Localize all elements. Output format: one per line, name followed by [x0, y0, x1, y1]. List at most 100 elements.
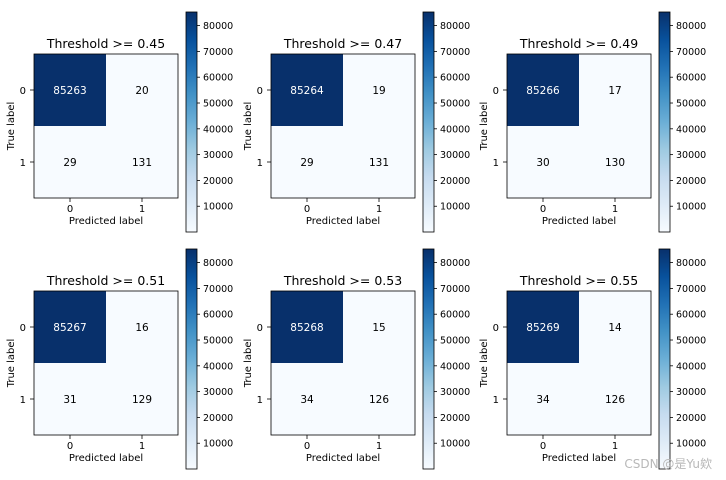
chart-title: Threshold >= 0.55 [519, 273, 638, 288]
cell-value-label: 129 [132, 394, 152, 406]
colorbar-tick-label: 30000 [676, 387, 706, 398]
cell-value-label: 31 [63, 394, 76, 406]
plot-frame [33, 290, 179, 436]
y-tick-label: 1 [493, 395, 499, 406]
y-axis-label: True label [243, 339, 254, 389]
y-tick-label: 0 [493, 323, 499, 334]
cell-0-1 [343, 54, 415, 126]
cell-1-1 [579, 126, 651, 198]
colorbar-tick-label: 50000 [676, 99, 706, 110]
y-axis-label: True label [479, 339, 490, 389]
cell-value-label: 85264 [290, 85, 324, 97]
x-axis-label: Predicted label [306, 453, 380, 464]
y-tick-label: 1 [257, 158, 263, 169]
cell-value-label: 85268 [290, 322, 323, 334]
plot-frame [33, 53, 179, 199]
colorbar-tick-label: 40000 [440, 361, 470, 372]
cell-value-label: 34 [300, 394, 314, 406]
cell-0-0 [507, 291, 579, 363]
cell-value-label: 34 [536, 394, 550, 406]
cell-1-0 [507, 126, 579, 198]
x-axis-label: Predicted label [69, 453, 143, 464]
x-tick-label: 1 [612, 204, 618, 215]
colorbar-tick-label: 80000 [203, 258, 233, 269]
cell-0-0 [507, 54, 579, 126]
cell-value-label: 16 [135, 322, 149, 334]
x-axis-label: Predicted label [542, 216, 616, 227]
y-tick-label: 0 [257, 323, 263, 334]
x-tick-label: 0 [67, 441, 73, 452]
cell-0-1 [343, 291, 415, 363]
cell-1-0 [34, 126, 106, 198]
colorbar-tick-label: 50000 [440, 336, 470, 347]
x-tick-label: 0 [304, 204, 310, 215]
chart-title: Threshold >= 0.49 [519, 36, 638, 51]
watermark: CSDN @是Yu欸 [624, 457, 712, 471]
cell-0-0 [271, 54, 343, 126]
cell-0-0 [34, 54, 106, 126]
cell-value-label: 85266 [526, 85, 560, 97]
cell-value-label: 126 [369, 394, 389, 406]
cell-value-label: 17 [608, 85, 621, 97]
cell-0-1 [106, 54, 178, 126]
chart-title: Threshold >= 0.51 [46, 273, 165, 288]
colorbar-tick-label: 80000 [203, 21, 233, 32]
y-tick-label: 1 [257, 395, 263, 406]
colorbar-tick-label: 30000 [440, 150, 470, 161]
colorbar-tick-label: 30000 [203, 150, 233, 161]
colorbar-tick-label: 50000 [676, 336, 706, 347]
colorbar-tick-label: 10000 [203, 202, 233, 213]
colorbar-tick-label: 80000 [440, 258, 470, 269]
colorbar-tick-label: 30000 [676, 150, 706, 161]
colorbar-tick-label: 20000 [203, 176, 233, 187]
colorbar-tick-label: 20000 [203, 413, 233, 424]
colorbar [422, 248, 435, 470]
colorbar-tick-label: 70000 [203, 47, 233, 58]
colorbar-tick-label: 70000 [676, 47, 706, 58]
x-axis-label: Predicted label [542, 453, 616, 464]
colorbar-tick-label: 60000 [203, 73, 233, 84]
cell-value-label: 85267 [53, 322, 86, 334]
colorbar-tick-label: 20000 [676, 413, 706, 424]
cell-0-1 [579, 291, 651, 363]
colorbar [658, 248, 671, 470]
cell-1-1 [106, 126, 178, 198]
colorbar-tick-label: 50000 [203, 336, 233, 347]
cell-value-label: 14 [608, 322, 622, 334]
cell-value-label: 15 [372, 322, 385, 334]
colorbar [185, 11, 198, 233]
cell-value-label: 131 [369, 157, 389, 169]
colorbar-tick-label: 60000 [440, 73, 470, 84]
y-tick-label: 0 [20, 86, 26, 97]
colorbar-tick-label: 70000 [440, 47, 470, 58]
colorbar-tick-label: 60000 [203, 310, 233, 321]
plot-frame [270, 53, 416, 199]
cell-value-label: 19 [372, 85, 385, 97]
colorbar [658, 11, 671, 233]
colorbar-tick-label: 10000 [203, 439, 233, 450]
y-tick-label: 0 [20, 323, 26, 334]
cell-1-0 [271, 363, 343, 435]
colorbar-tick-label: 10000 [676, 202, 706, 213]
colorbar-tick-label: 80000 [676, 21, 706, 32]
colorbar-tick-label: 50000 [440, 99, 470, 110]
cell-1-0 [34, 363, 106, 435]
plot-frame [506, 53, 652, 199]
cell-1-1 [343, 363, 415, 435]
colorbar-tick-label: 40000 [440, 124, 470, 135]
chart-title: Threshold >= 0.45 [46, 36, 165, 51]
plot-frame [270, 290, 416, 436]
cell-value-label: 130 [605, 157, 625, 169]
cell-0-0 [34, 291, 106, 363]
colorbar-tick-label: 10000 [440, 439, 470, 450]
x-tick-label: 0 [540, 441, 546, 452]
colorbar-tick-label: 80000 [440, 21, 470, 32]
y-tick-label: 1 [20, 158, 26, 169]
colorbar-tick-label: 40000 [676, 361, 706, 372]
cell-1-0 [271, 126, 343, 198]
colorbar-tick-label: 70000 [203, 284, 233, 295]
x-tick-label: 1 [376, 441, 382, 452]
